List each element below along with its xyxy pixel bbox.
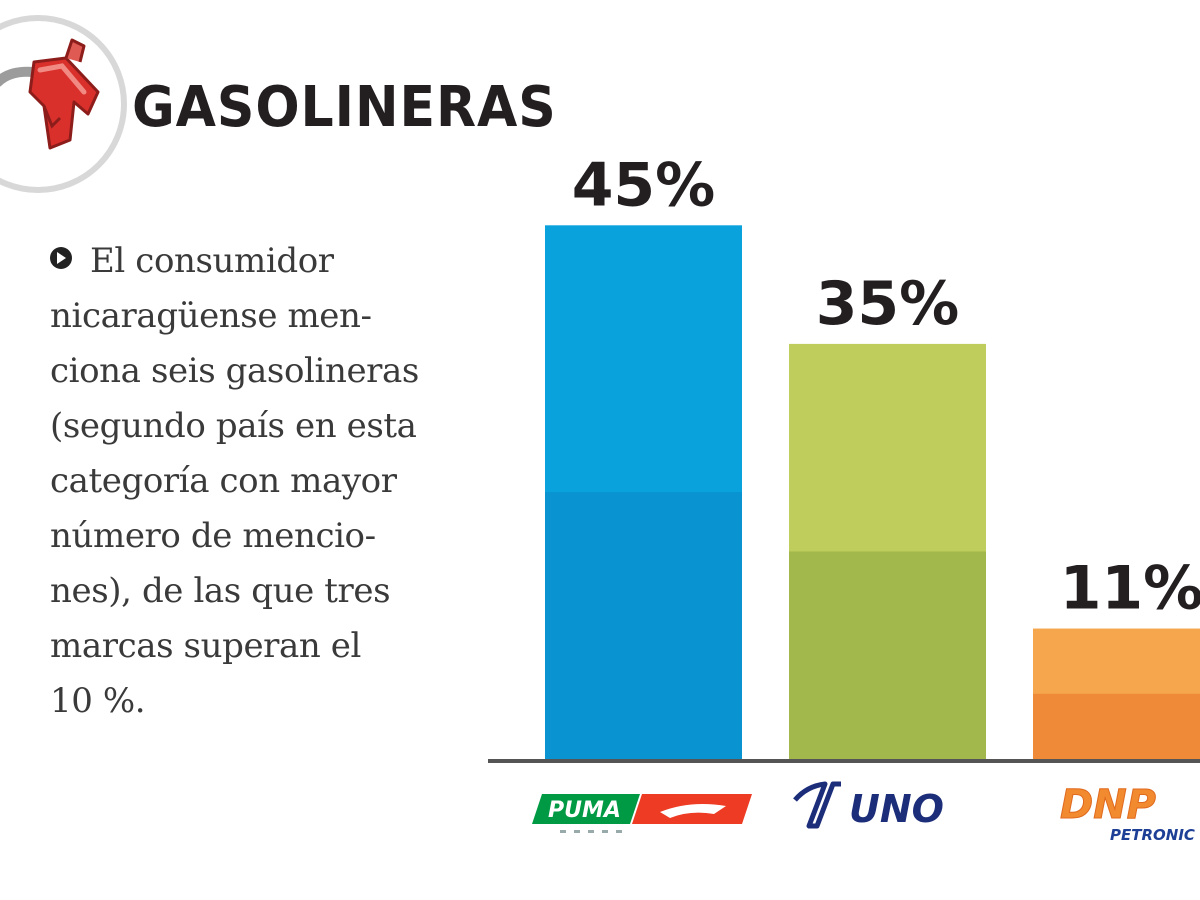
bars-group: 45% 35% 11% bbox=[545, 150, 1200, 760]
logo-dnp-text: DNP bbox=[1060, 782, 1156, 828]
description-line: 10 %. bbox=[50, 681, 146, 721]
logo-dnp: DNP PETRONIC bbox=[1060, 782, 1195, 845]
logo-puma-dots bbox=[560, 830, 622, 833]
logo-dnp-subtext: PETRONIC bbox=[1110, 826, 1195, 844]
description-line: (segundo país en esta bbox=[50, 406, 417, 446]
arrow-right-icon bbox=[50, 247, 72, 269]
description-line: nicaragüense men- bbox=[50, 296, 372, 336]
bar-value-label-puma: 45% bbox=[572, 150, 716, 220]
logo-uno: UNO bbox=[793, 781, 944, 831]
page-title: GASOLINERAS bbox=[132, 75, 557, 140]
logo-uno-text: UNO bbox=[849, 787, 944, 831]
description-line: nes), de las que tres bbox=[50, 571, 391, 611]
description-line: marcas superan el bbox=[50, 626, 361, 666]
bar-value-label-dnp: 11% bbox=[1060, 554, 1200, 624]
fuel-nozzle-icon bbox=[0, 0, 130, 204]
logo-puma-text: PUMA bbox=[548, 798, 621, 823]
bar-puma-lower-band bbox=[545, 492, 742, 759]
description-line: El consumidor bbox=[50, 234, 480, 289]
bar-uno-lower-band bbox=[789, 551, 986, 759]
description-text: El consumidor nicaragüense men- ciona se… bbox=[50, 234, 480, 729]
description-line: categoría con mayor bbox=[50, 461, 397, 501]
bar-value-label-uno: 35% bbox=[816, 269, 960, 339]
description-line: número de mencio- bbox=[50, 516, 376, 556]
description-line: ciona seis gasolineras bbox=[50, 351, 419, 391]
logo-puma: PUMA bbox=[532, 794, 752, 833]
bar-dnp-lower-band bbox=[1033, 693, 1200, 759]
